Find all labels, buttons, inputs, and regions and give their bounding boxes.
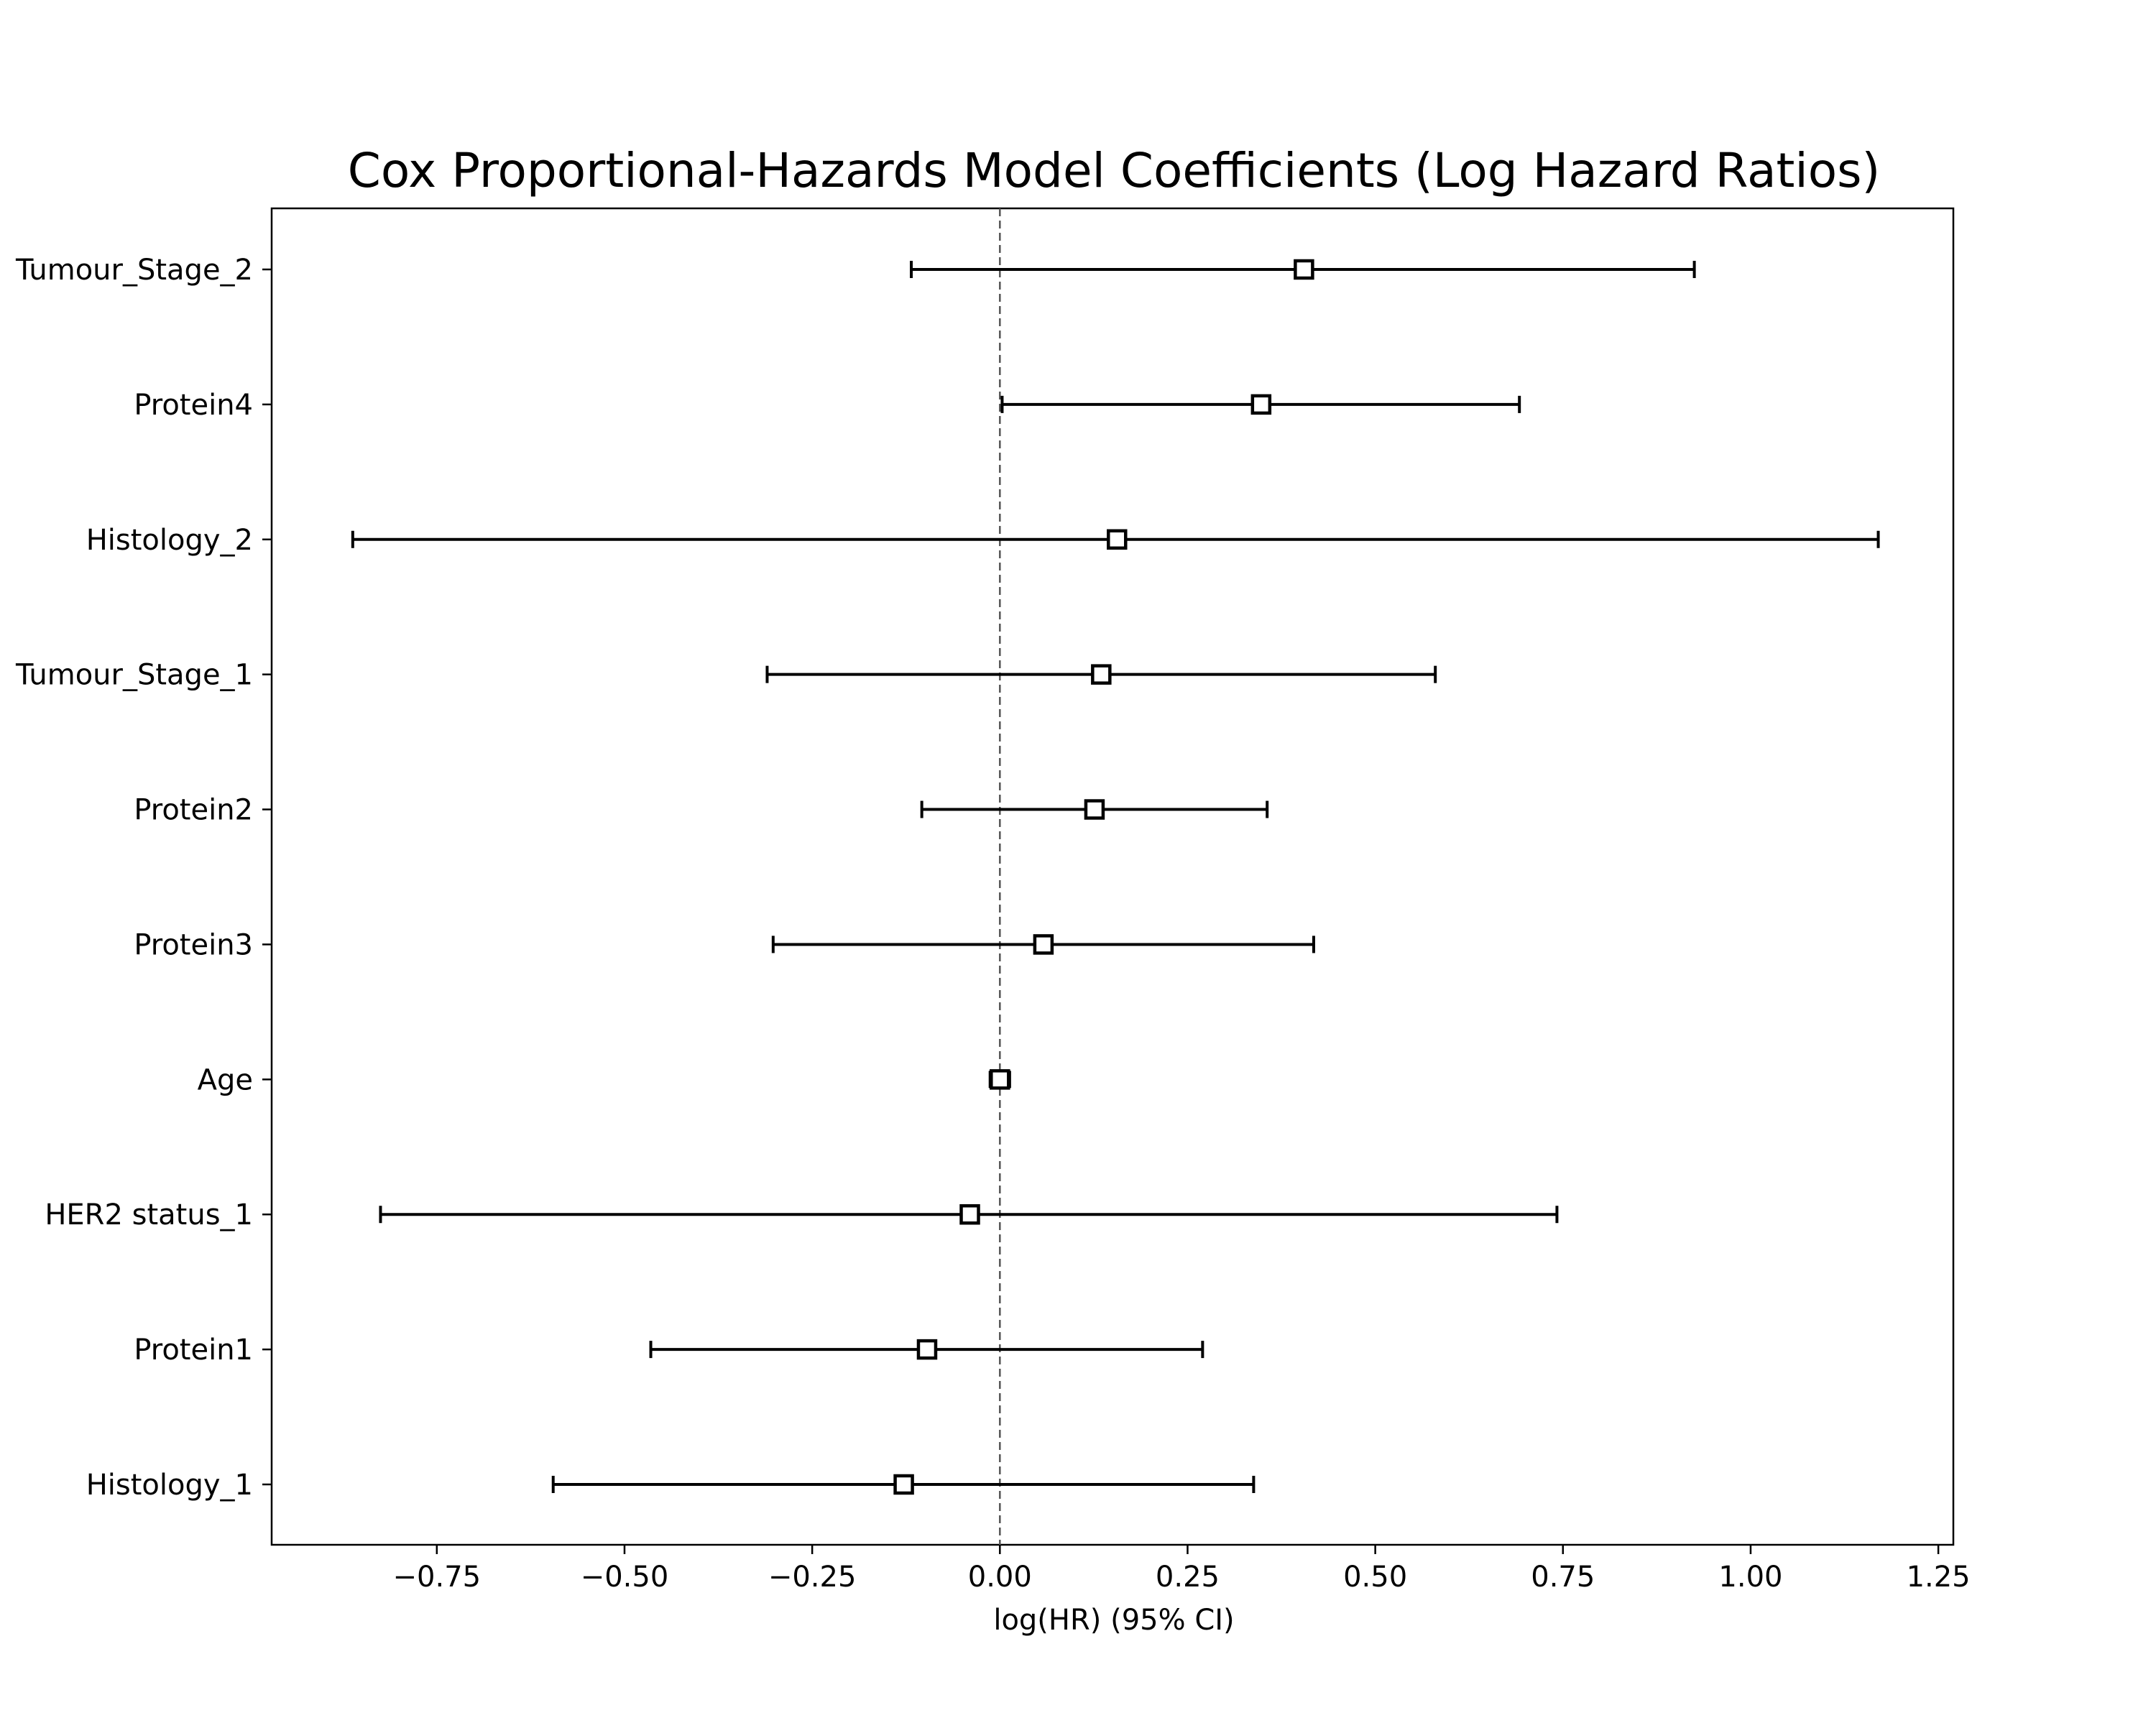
x-tick-label: 1.00 — [1718, 1561, 1782, 1594]
coef-marker — [1107, 529, 1128, 550]
y-tick-label: HER2 status_1 — [45, 1198, 253, 1232]
x-tick-label: 0.00 — [968, 1561, 1032, 1594]
y-tick-label: Protein3 — [134, 928, 253, 961]
y-tick-label: Histology_2 — [86, 524, 253, 557]
plot-frame — [270, 207, 1955, 1546]
x-tick-label: −0.25 — [768, 1561, 857, 1594]
y-tick-label: Protein2 — [134, 794, 253, 827]
y-tick-label: Protein1 — [134, 1334, 253, 1367]
y-tick-label: Histology_1 — [86, 1469, 253, 1502]
coef-marker — [990, 1069, 1010, 1090]
coef-marker — [1033, 934, 1054, 955]
y-tick-label: Protein4 — [134, 389, 253, 422]
x-tick-label: 0.75 — [1531, 1561, 1595, 1594]
y-tick-label: Tumour_Stage_2 — [15, 254, 253, 287]
coef-marker — [916, 1339, 938, 1360]
y-tick-label: Age — [198, 1063, 253, 1096]
coef-marker — [959, 1203, 980, 1225]
x-tick-label: 1.25 — [1907, 1561, 1971, 1594]
y-tick-label: Tumour_Stage_1 — [15, 659, 253, 692]
plot-area: −0.75 −0.50 −0.25 0.00 0.25 0.50 0.75 1.00 1.25 T… — [15, 207, 1971, 1594]
coef-marker — [893, 1474, 914, 1495]
coef-marker — [1084, 799, 1105, 820]
x-tick-label: 0.50 — [1343, 1561, 1407, 1594]
x-axis-label: log(HR) (95% CI) — [993, 1604, 1234, 1637]
chart-title: Cox Proportional-Hazards Model Coefficie… — [348, 143, 1881, 198]
coef-marker — [1250, 394, 1272, 415]
coef-marker — [1091, 664, 1112, 685]
x-tick-label: −0.50 — [581, 1561, 669, 1594]
x-tick-label: −0.75 — [393, 1561, 482, 1594]
coef-marker — [1294, 259, 1314, 280]
x-tick-label: 0.25 — [1156, 1561, 1220, 1594]
